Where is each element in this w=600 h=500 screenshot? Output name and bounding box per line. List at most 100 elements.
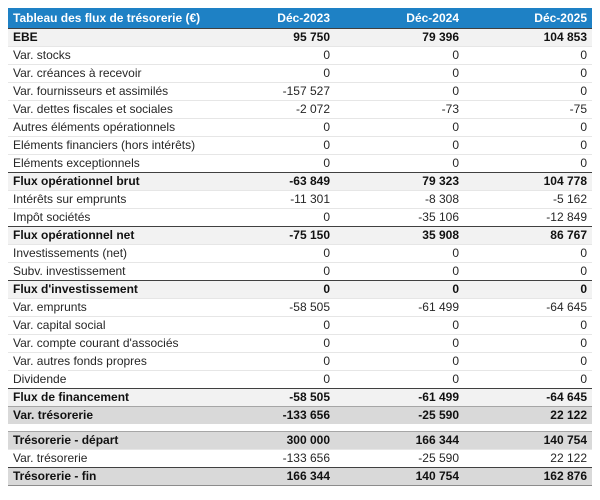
table-row: Var. stocks 0 0 0 bbox=[8, 46, 592, 64]
row-value: 104 853 bbox=[464, 28, 592, 46]
table-row: Var. trésorerie -133 656 -25 590 22 122 bbox=[8, 406, 592, 424]
row-value: 0 bbox=[335, 64, 464, 82]
row-value: 162 876 bbox=[464, 467, 592, 486]
cash-flow-table: Tableau des flux de trésorerie (€) Déc-2… bbox=[8, 8, 592, 486]
table-row: Flux opérationnel brut -63 849 79 323 104 7… bbox=[8, 172, 592, 190]
row-label: Subv. investissement bbox=[8, 262, 206, 280]
row-label: Var. fournisseurs et assimilés bbox=[8, 82, 206, 100]
row-value: 0 bbox=[464, 244, 592, 262]
row-value: 0 bbox=[206, 136, 335, 154]
table-row: Var. autres fonds propres 0 0 0 bbox=[8, 352, 592, 370]
table-row: Var. dettes fiscales et sociales -2 072 -7… bbox=[8, 100, 592, 118]
row-label: Var. trésorerie bbox=[8, 449, 206, 467]
row-value: 79 323 bbox=[335, 172, 464, 190]
row-label: Eléments exceptionnels bbox=[8, 154, 206, 172]
table-row: Subv. investissement 0 0 0 bbox=[8, 262, 592, 280]
row-value: -133 656 bbox=[206, 406, 335, 424]
row-value: 0 bbox=[464, 262, 592, 280]
row-value: 86 767 bbox=[464, 226, 592, 244]
row-value: -63 849 bbox=[206, 172, 335, 190]
row-value: 0 bbox=[335, 118, 464, 136]
row-label: Var. créances à recevoir bbox=[8, 64, 206, 82]
table-body: EBE 95 750 79 396 104 853 Var. stocks 0 0 0 Var.… bbox=[8, 28, 592, 486]
table-row: Eléments exceptionnels 0 0 0 bbox=[8, 154, 592, 172]
table-row: Autres éléments opérationnels 0 0 0 bbox=[8, 118, 592, 136]
table-row: Dividende 0 0 0 bbox=[8, 370, 592, 388]
row-value: 0 bbox=[206, 262, 335, 280]
row-value: 0 bbox=[335, 136, 464, 154]
row-value: 0 bbox=[206, 244, 335, 262]
row-value: 0 bbox=[464, 82, 592, 100]
row-value: -2 072 bbox=[206, 100, 335, 118]
table-row: Var. trésorerie -133 656 -25 590 22 122 bbox=[8, 449, 592, 467]
row-value: -35 106 bbox=[335, 208, 464, 226]
row-label: Eléments financiers (hors intérêts) bbox=[8, 136, 206, 154]
table-row: EBE 95 750 79 396 104 853 bbox=[8, 28, 592, 46]
row-label: Var. stocks bbox=[8, 46, 206, 64]
row-value: 0 bbox=[206, 64, 335, 82]
table-row: Flux de financement -58 505 -61 499 -64 645 bbox=[8, 388, 592, 406]
row-label: Intérêts sur emprunts bbox=[8, 190, 206, 208]
column-header-dec-2025: Déc-2025 bbox=[464, 8, 592, 28]
table-row: Var. capital social 0 0 0 bbox=[8, 316, 592, 334]
row-value: 0 bbox=[206, 46, 335, 64]
header-row: Tableau des flux de trésorerie (€) Déc-2… bbox=[8, 8, 592, 28]
row-value: 0 bbox=[335, 280, 464, 298]
row-label: Trésorerie - fin bbox=[8, 467, 206, 486]
row-label: Flux opérationnel net bbox=[8, 226, 206, 244]
table-row: Intérêts sur emprunts -11 301 -8 308 -5 162 bbox=[8, 190, 592, 208]
row-value: 0 bbox=[335, 82, 464, 100]
row-value: -25 590 bbox=[335, 449, 464, 467]
row-label: Var. autres fonds propres bbox=[8, 352, 206, 370]
row-value: 0 bbox=[206, 316, 335, 334]
row-value: 79 396 bbox=[335, 28, 464, 46]
row-value: 22 122 bbox=[464, 406, 592, 424]
table-row: Impôt sociétés 0 -35 106 -12 849 bbox=[8, 208, 592, 226]
table-row: Trésorerie - départ 300 000 166 344 140 754 bbox=[8, 431, 592, 449]
row-value: -58 505 bbox=[206, 298, 335, 316]
row-value: 0 bbox=[464, 136, 592, 154]
row-value: 0 bbox=[206, 370, 335, 388]
row-value: 0 bbox=[464, 154, 592, 172]
row-value: 0 bbox=[464, 334, 592, 352]
row-value: 0 bbox=[206, 352, 335, 370]
row-value: 0 bbox=[335, 46, 464, 64]
row-value: -58 505 bbox=[206, 388, 335, 406]
row-value: 300 000 bbox=[206, 431, 335, 449]
row-value: -64 645 bbox=[464, 388, 592, 406]
table-title: Tableau des flux de trésorerie (€) bbox=[8, 8, 206, 28]
table-row: Investissements (net) 0 0 0 bbox=[8, 244, 592, 262]
table-row: Var. compte courant d'associés 0 0 0 bbox=[8, 334, 592, 352]
row-value: -8 308 bbox=[335, 190, 464, 208]
row-value: -133 656 bbox=[206, 449, 335, 467]
row-value: 104 778 bbox=[464, 172, 592, 190]
column-header-dec-2023: Déc-2023 bbox=[206, 8, 335, 28]
row-value: -157 527 bbox=[206, 82, 335, 100]
row-value: 35 908 bbox=[335, 226, 464, 244]
row-label: Var. trésorerie bbox=[8, 406, 206, 424]
row-label: Var. compte courant d'associés bbox=[8, 334, 206, 352]
row-value: -61 499 bbox=[335, 388, 464, 406]
row-value: -12 849 bbox=[464, 208, 592, 226]
row-value: -11 301 bbox=[206, 190, 335, 208]
row-value: 166 344 bbox=[335, 431, 464, 449]
cash-flow-page: Tableau des flux de trésorerie (€) Déc-2… bbox=[8, 8, 592, 486]
table-row: Trésorerie - fin 166 344 140 754 162 876 bbox=[8, 467, 592, 486]
table-row: Var. fournisseurs et assimilés -157 527 0 0 bbox=[8, 82, 592, 100]
spacer-row bbox=[8, 424, 592, 431]
row-value: 0 bbox=[464, 46, 592, 64]
row-value: 0 bbox=[464, 352, 592, 370]
row-value: 0 bbox=[335, 370, 464, 388]
row-value: -75 150 bbox=[206, 226, 335, 244]
row-value: 0 bbox=[335, 316, 464, 334]
row-label: Var. capital social bbox=[8, 316, 206, 334]
row-value: 0 bbox=[464, 316, 592, 334]
row-value: -25 590 bbox=[335, 406, 464, 424]
row-label: Flux de financement bbox=[8, 388, 206, 406]
row-value: -73 bbox=[335, 100, 464, 118]
row-value: 140 754 bbox=[335, 467, 464, 486]
table-row: Var. emprunts -58 505 -61 499 -64 645 bbox=[8, 298, 592, 316]
row-value: 0 bbox=[464, 118, 592, 136]
row-value: 0 bbox=[335, 334, 464, 352]
spacer-cell bbox=[8, 424, 592, 431]
